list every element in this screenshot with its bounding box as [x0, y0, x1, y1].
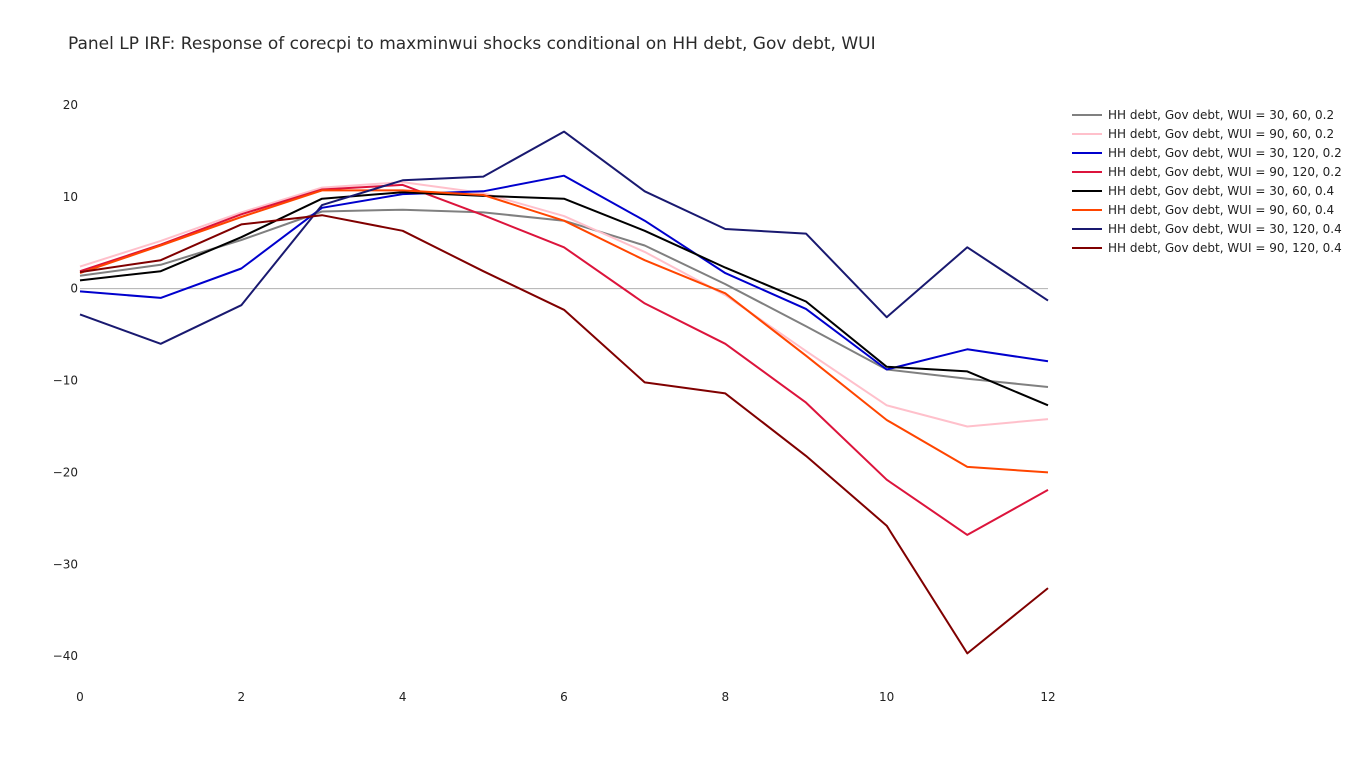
- legend-swatch: [1072, 151, 1102, 154]
- legend-label: HH debt, Gov debt, WUI = 30, 60, 0.4: [1108, 183, 1335, 198]
- chart-legend: HH debt, Gov debt, WUI = 30, 60, 0.2 HH d…: [1072, 105, 1342, 257]
- legend-swatch: [1072, 227, 1102, 230]
- legend-item-8[interactable]: HH debt, Gov debt, WUI = 90, 120, 0.4: [1072, 238, 1342, 257]
- legend-item-4[interactable]: HH debt, Gov debt, WUI = 90, 120, 0.2: [1072, 162, 1342, 181]
- legend-label: HH debt, Gov debt, WUI = 90, 120, 0.4: [1108, 240, 1342, 255]
- chart-title: Panel LP IRF: Response of corecpi to max…: [68, 34, 876, 54]
- legend-swatch: [1072, 132, 1102, 135]
- legend-swatch: [1072, 189, 1102, 192]
- legend-label: HH debt, Gov debt, WUI = 90, 60, 0.2: [1108, 126, 1335, 141]
- legend-item-7[interactable]: HH debt, Gov debt, WUI = 30, 120, 0.4: [1072, 219, 1342, 238]
- y-tick-label: 10: [63, 190, 78, 204]
- series-line-2[interactable]: [79, 181, 1049, 428]
- x-tick-label: 12: [1040, 690, 1055, 704]
- legend-label: HH debt, Gov debt, WUI = 90, 60, 0.4: [1108, 202, 1335, 217]
- x-tick-label: 0: [76, 690, 84, 704]
- series-line-5[interactable]: [79, 191, 1049, 407]
- series-line-4[interactable]: [79, 183, 1049, 536]
- legend-swatch: [1072, 170, 1102, 173]
- y-tick-label: −40: [53, 649, 78, 663]
- legend-item-5[interactable]: HH debt, Gov debt, WUI = 30, 60, 0.4: [1072, 181, 1342, 200]
- y-tick-label: 20: [63, 98, 78, 112]
- x-tick-label: 10: [879, 690, 894, 704]
- legend-swatch: [1072, 246, 1102, 249]
- series-line-6[interactable]: [79, 189, 1049, 474]
- y-tick-label: −30: [53, 557, 78, 571]
- series-line-1[interactable]: [79, 208, 1049, 388]
- legend-label: HH debt, Gov debt, WUI = 30, 60, 0.2: [1108, 107, 1335, 122]
- legend-swatch: [1072, 113, 1102, 116]
- x-tick-label: 8: [722, 690, 730, 704]
- series-group: [79, 130, 1049, 655]
- y-axis-ticks: 20 10 0 −10 −20 −30 −40: [53, 98, 78, 663]
- y-tick-label: 0: [70, 282, 78, 296]
- legend-item-6[interactable]: HH debt, Gov debt, WUI = 90, 60, 0.4: [1072, 200, 1342, 219]
- x-tick-label: 4: [399, 690, 407, 704]
- series-line-7[interactable]: [79, 130, 1049, 345]
- legend-label: HH debt, Gov debt, WUI = 30, 120, 0.4: [1108, 221, 1342, 236]
- series-line-8[interactable]: [79, 214, 1049, 655]
- legend-swatch: [1072, 208, 1102, 211]
- legend-label: HH debt, Gov debt, WUI = 30, 120, 0.2: [1108, 145, 1342, 160]
- legend-item-1[interactable]: HH debt, Gov debt, WUI = 30, 60, 0.2: [1072, 105, 1342, 124]
- y-tick-label: −20: [53, 465, 78, 479]
- legend-label: HH debt, Gov debt, WUI = 90, 120, 0.2: [1108, 164, 1342, 179]
- x-tick-label: 2: [238, 690, 246, 704]
- series-line-3[interactable]: [79, 174, 1049, 371]
- legend-item-3[interactable]: HH debt, Gov debt, WUI = 30, 120, 0.2: [1072, 143, 1342, 162]
- y-tick-label: −10: [53, 374, 78, 388]
- x-axis-ticks: 0 2 4 6 8 10 12: [76, 690, 1055, 704]
- x-tick-label: 6: [560, 690, 568, 704]
- legend-item-2[interactable]: HH debt, Gov debt, WUI = 90, 60, 0.2: [1072, 124, 1342, 143]
